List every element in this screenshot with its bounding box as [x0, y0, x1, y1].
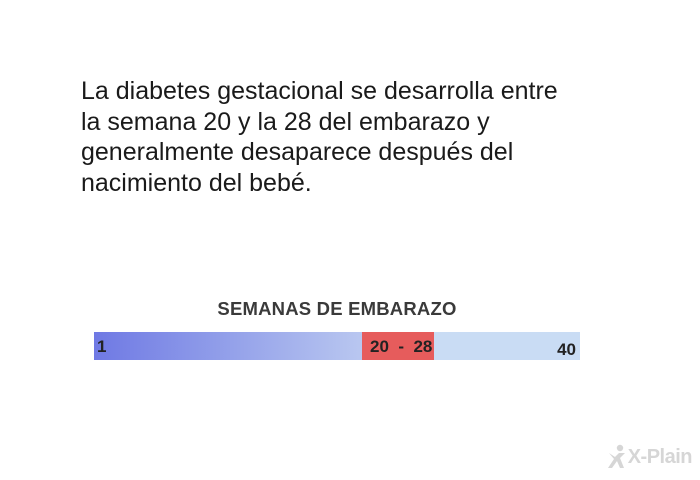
early-weeks-segment: 1	[94, 332, 362, 360]
pregnancy-weeks-bar: 1 20 - 28 40	[94, 332, 580, 360]
paragraph-line: la semana 20 y la 28 del embarazo y	[81, 107, 490, 136]
range-week-label: 20 - 28	[370, 337, 433, 356]
xplain-logo: X-Plain	[606, 444, 693, 470]
logo-text: X-Plain	[627, 445, 693, 468]
end-week-label: 40	[557, 340, 576, 359]
paragraph-line: nacimiento del bebé.	[81, 168, 312, 197]
xplain-figure-icon	[607, 444, 625, 468]
start-week-label: 1	[97, 337, 107, 356]
main-paragraph: La diabetes gestacional se desarrolla en…	[81, 76, 641, 198]
paragraph-line: La diabetes gestacional se desarrolla en…	[81, 77, 558, 105]
timeline-title: SEMANAS DE EMBARAZO	[217, 298, 457, 319]
late-weeks-segment: 40	[434, 332, 580, 360]
paragraph-line: generalmente desaparece después del	[81, 138, 514, 166]
gestational-diabetes-range-segment: 20 - 28	[362, 332, 434, 360]
